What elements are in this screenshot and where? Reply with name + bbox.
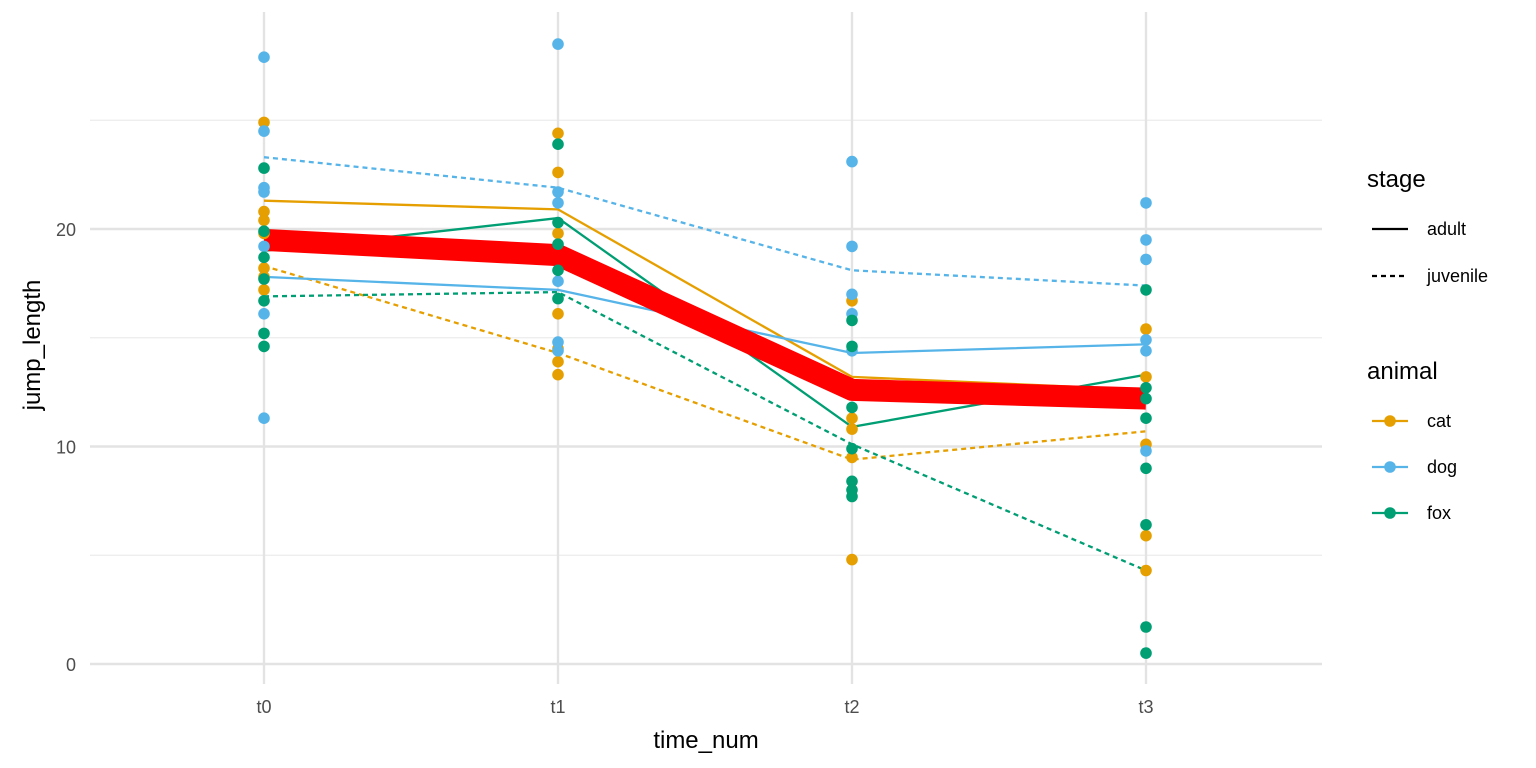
data-point-fox [552, 292, 564, 305]
x-tick-label: t3 [1138, 697, 1153, 717]
legend-key-point-dog [1384, 461, 1396, 473]
data-point-fox [258, 225, 270, 237]
mean-line [263, 228, 1147, 410]
series-line-cat-juvenile [263, 264, 1147, 461]
data-point-fox [846, 340, 858, 353]
data-point-cat [552, 355, 564, 368]
series-line-fox-juvenile [263, 290, 1147, 572]
data-point-cat [258, 205, 270, 218]
data-point-fox [552, 138, 564, 150]
data-point-dog [846, 240, 858, 253]
data-point-dog [552, 38, 564, 50]
series-lines [263, 156, 1147, 572]
y-tick-label: 20 [56, 220, 76, 240]
data-point-cat [846, 553, 858, 566]
data-point-cat [552, 227, 564, 240]
data-point-fox [1140, 519, 1152, 531]
x-axis-title: time_num [653, 727, 758, 754]
data-point-dog [846, 288, 858, 301]
data-point-dog [258, 412, 270, 425]
legend-title-stage: stage [1367, 166, 1426, 193]
data-point-fox [258, 273, 270, 285]
data-point-dog [258, 308, 270, 320]
data-point-dog [258, 186, 270, 198]
data-point-fox [1140, 412, 1152, 425]
data-points [258, 38, 1152, 659]
data-point-cat [1140, 371, 1152, 383]
y-tick-labels: 0 10 20 [56, 220, 76, 675]
data-point-fox [258, 162, 270, 174]
x-tick-label: t1 [550, 697, 565, 717]
data-point-fox [1140, 462, 1152, 475]
legend-label-cat: cat [1427, 411, 1451, 431]
data-point-cat [258, 262, 270, 274]
data-point-fox [1140, 284, 1152, 296]
data-point-fox [846, 314, 858, 327]
data-point-fox [258, 295, 270, 307]
data-point-cat [552, 308, 564, 320]
legend: stage adult juvenile animal cat dog fox [1367, 166, 1488, 523]
data-point-dog [846, 155, 858, 168]
data-point-fox [846, 442, 858, 455]
data-point-cat [258, 116, 270, 129]
x-tick-labels: t0 t1 t2 t3 [256, 697, 1153, 717]
data-point-fox [1140, 621, 1152, 633]
data-point-cat [552, 368, 564, 381]
data-point-dog [1140, 334, 1152, 346]
legend-label-juvenile: juvenile [1426, 266, 1488, 286]
legend-title-animal: animal [1367, 358, 1438, 385]
data-point-cat [846, 412, 858, 425]
data-point-dog [552, 186, 564, 198]
legend-key-point-cat [1384, 415, 1396, 427]
data-point-fox [552, 238, 564, 250]
data-point-fox [552, 264, 564, 277]
y-tick-label: 10 [56, 438, 76, 458]
data-point-dog [552, 336, 564, 348]
grid-major [90, 12, 1322, 684]
data-point-cat [1140, 323, 1152, 335]
legend-key-point-fox [1384, 507, 1396, 519]
data-point-fox [846, 475, 858, 488]
series-line-dog-juvenile [263, 156, 1147, 287]
data-point-fox [1140, 382, 1152, 394]
x-tick-label: t2 [844, 697, 859, 717]
data-point-cat [552, 127, 564, 140]
data-point-dog [258, 51, 270, 63]
data-point-fox [1140, 647, 1152, 659]
data-point-fox [258, 327, 270, 340]
data-point-cat [258, 214, 270, 227]
data-point-cat [846, 423, 858, 435]
x-tick-label: t0 [256, 697, 271, 717]
data-point-dog [1140, 234, 1152, 246]
mean-line-layer [263, 228, 1147, 410]
y-tick-label: 0 [66, 655, 76, 675]
data-point-cat [1140, 529, 1152, 542]
data-point-cat [258, 284, 270, 296]
data-point-dog [1140, 445, 1152, 457]
data-point-dog [1140, 345, 1152, 357]
data-point-cat [1140, 564, 1152, 577]
data-point-fox [846, 401, 858, 414]
data-point-cat [846, 451, 858, 464]
data-point-dog [552, 275, 564, 288]
legend-label-adult: adult [1427, 219, 1466, 239]
data-point-dog [1140, 197, 1152, 209]
grid-minor [90, 119, 1322, 556]
legend-label-fox: fox [1427, 503, 1451, 523]
data-point-fox [258, 340, 270, 353]
data-point-dog [258, 240, 270, 253]
data-point-dog [552, 345, 564, 357]
data-point-fox [846, 490, 858, 503]
data-point-cat [552, 166, 564, 179]
data-point-fox [258, 251, 270, 264]
data-point-dog [258, 125, 270, 137]
data-point-dog [1140, 253, 1152, 266]
data-point-fox [552, 216, 564, 229]
y-axis-title: jump_length [19, 280, 46, 412]
data-point-dog [552, 197, 564, 209]
legend-label-dog: dog [1427, 457, 1457, 477]
data-point-fox [1140, 392, 1152, 405]
